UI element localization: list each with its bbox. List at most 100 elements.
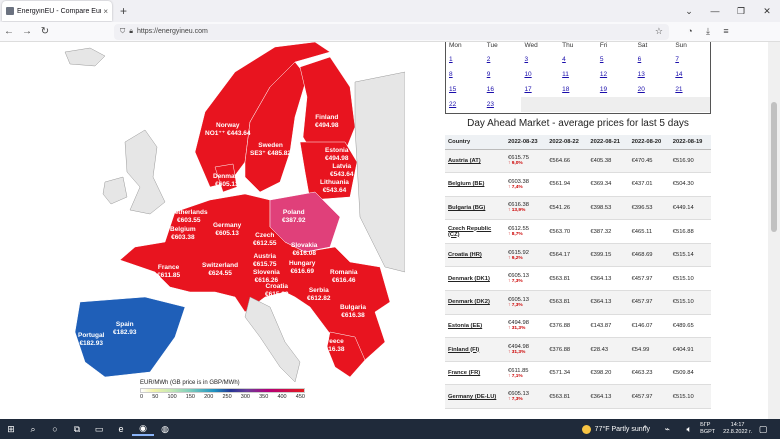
menu-icon[interactable]: ≡ (723, 26, 729, 36)
window-controls: ⌄ — ❐ ✕ (676, 0, 780, 22)
clock[interactable]: 14:17 22.8.2022 г. (723, 422, 752, 436)
country-link[interactable]: Belgium (BE) (445, 172, 505, 197)
volume-icon[interactable]: 🔈︎ (686, 423, 692, 434)
pocket-icon[interactable]: ◔ (687, 26, 693, 36)
price-cell: €564.66 (546, 149, 588, 174)
weather-widget[interactable]: 77°F Partly sunny (581, 424, 650, 434)
country-link[interactable]: Estonia (EE) (445, 314, 505, 339)
calendar-day-link[interactable]: 19 (599, 86, 608, 93)
calendar-day-link[interactable]: 3 (524, 56, 529, 63)
price-cell: €457.97 (628, 266, 670, 292)
browser-tab[interactable]: EnergyinEU - Compare European E × (2, 1, 112, 21)
price-value: €494.98 (508, 344, 529, 351)
page-scrollbar[interactable] (768, 42, 780, 419)
tray-chevron-icon[interactable]: ⌃ (641, 423, 649, 434)
calendar-day-link[interactable]: 14 (675, 71, 683, 78)
country-link[interactable]: Germany (DE-LU) (445, 384, 505, 410)
calendar-empty-cell (634, 97, 673, 112)
calendar-day-link[interactable]: 15 (449, 86, 457, 93)
country-link[interactable]: Croatia (HR) (445, 243, 505, 268)
price-table: Country 2022-08-23 2022-08-22 2022-08-21… (445, 135, 711, 410)
forward-icon[interactable]: → (22, 26, 32, 37)
country-link[interactable]: Denmark (DK2) (445, 290, 505, 315)
map-svg (64, 42, 406, 383)
minimize-icon[interactable]: — (710, 6, 720, 16)
language-indicator[interactable]: БГР BGPT (700, 422, 716, 435)
shield-icon[interactable]: ⛉ (120, 27, 126, 35)
calendar-day-link[interactable]: 1 (449, 56, 453, 63)
close-tab-icon[interactable]: × (103, 6, 108, 16)
calendar-day-link[interactable]: 9 (486, 71, 491, 78)
country-link[interactable]: Czech Republic (CZ) (445, 219, 505, 244)
price-cell: €516.88 (669, 219, 711, 244)
calendar-day-link[interactable]: 6 (637, 56, 642, 63)
list-all-tabs-icon[interactable]: ⌄ (685, 5, 693, 16)
calendar-day-link[interactable]: 23 (486, 101, 494, 108)
map-label-bulgaria: Bulgaria €616.38 (340, 304, 367, 319)
network-icon[interactable]: ⌁ (664, 423, 670, 434)
new-tab-button[interactable]: + (120, 4, 128, 18)
back-icon[interactable]: ← (4, 26, 14, 37)
country-link[interactable]: Denmark (DK1) (445, 266, 505, 292)
calendar-day-link[interactable]: 20 (637, 86, 645, 93)
table-row: Croatia (HR) €615.92 ↑ 9,2% €564.17 €399.15 €… (445, 243, 711, 268)
map-label-denmark: Denmark €605.13 (213, 173, 241, 188)
price-cell: €515.14 (669, 243, 711, 268)
close-window-icon[interactable]: ✕ (763, 5, 771, 16)
iceland-shape (64, 47, 106, 67)
calendar-day-link[interactable]: 7 (675, 56, 679, 63)
bookmark-star-icon[interactable]: ☆ (654, 26, 663, 36)
download-icon[interactable]: ⤓ (706, 26, 710, 36)
country-link[interactable]: Bulgaria (BG) (445, 196, 505, 221)
lock-icon[interactable]: 🔒︎ (129, 27, 133, 35)
firefox-icon[interactable]: ◉ (132, 423, 154, 436)
calendar-day-link[interactable]: 4 (562, 56, 566, 63)
price-cell: €387.32 (587, 219, 629, 244)
search-icon[interactable]: ⌕ (30, 423, 36, 434)
cortana-icon[interactable]: ○ (52, 424, 58, 434)
calendar-day-link[interactable]: 10 (524, 71, 532, 78)
restore-icon[interactable]: ❐ (736, 5, 746, 16)
russia-shape (354, 71, 406, 273)
map-label-greece: Greece €616.38 (321, 338, 345, 353)
map-label-romania: Romania €616.46 (330, 269, 358, 284)
price-cell: €399.15 (587, 243, 629, 268)
map-label-austria: Austria €615.75 (253, 253, 277, 268)
map-label-latvia: Latvia €543.64 (330, 163, 354, 178)
legend-tick: 0 (140, 394, 144, 400)
calendar-day-link[interactable]: 12 (599, 71, 608, 78)
weekday-label: Sun (675, 42, 687, 49)
country-link[interactable]: Finland (FI) (445, 337, 505, 362)
task-view-icon[interactable]: ⧉ (73, 423, 81, 434)
calendar-day-link[interactable]: 17 (524, 86, 532, 93)
calendar-day-link[interactable]: 22 (449, 101, 457, 108)
url-text[interactable]: https://energyineu.com (136, 28, 208, 35)
price-change: ↑ 7,1% (508, 373, 523, 379)
country-link[interactable]: Austria (AT) (445, 149, 505, 174)
calendar-day-link[interactable]: 13 (637, 71, 645, 78)
calendar-day-link[interactable]: 21 (675, 86, 683, 93)
calendar-day-link[interactable]: 5 (599, 56, 604, 63)
file-explorer-icon[interactable]: ▭ (94, 423, 104, 434)
system-tray: ⌃ ⌁ 🔈︎ БГР BGPT 14:17 22.8.2022 г. ▢ (634, 419, 774, 439)
map-label-switzerland: Switzerland €624.55 (202, 262, 239, 277)
calendar-day-link[interactable]: 2 (486, 56, 491, 63)
legend-tick: 200 (204, 394, 214, 400)
chrome-icon[interactable]: ◍ (161, 423, 169, 434)
calendar-day-link[interactable]: 11 (562, 71, 569, 78)
windows-start-icon[interactable]: ⊞ (7, 423, 15, 434)
address-bar[interactable]: ⛉ 🔒︎ https://energyineu.com ☆ (114, 23, 669, 40)
scrollbar-thumb[interactable] (771, 102, 777, 232)
calendar-day-link[interactable]: 8 (449, 71, 453, 78)
europe-price-map[interactable]: Finland €494.98 Norway NO1⁺⁺ €443.64 Swede… (45, 42, 406, 419)
price-change: ↑ 9,0% (508, 161, 523, 167)
notifications-icon[interactable]: ▢ (758, 423, 768, 434)
country-link[interactable]: France (FR) (445, 361, 505, 386)
reload-icon[interactable]: ↻ (40, 26, 50, 37)
calendar-day-link[interactable]: 18 (562, 86, 570, 93)
day-ahead-title: Day Ahead Market - average prices for la… (467, 118, 689, 129)
edge-icon[interactable]: e (118, 424, 124, 434)
table-row: Belgium (BE) €603.38 ↑ 7,4% €561.94 €369.34 €… (445, 172, 711, 197)
calendar-day-link[interactable]: 16 (486, 86, 494, 93)
table-row: France (FR) €611.85 ↑ 7,1% €571.34 €398.20 €4… (445, 361, 711, 386)
